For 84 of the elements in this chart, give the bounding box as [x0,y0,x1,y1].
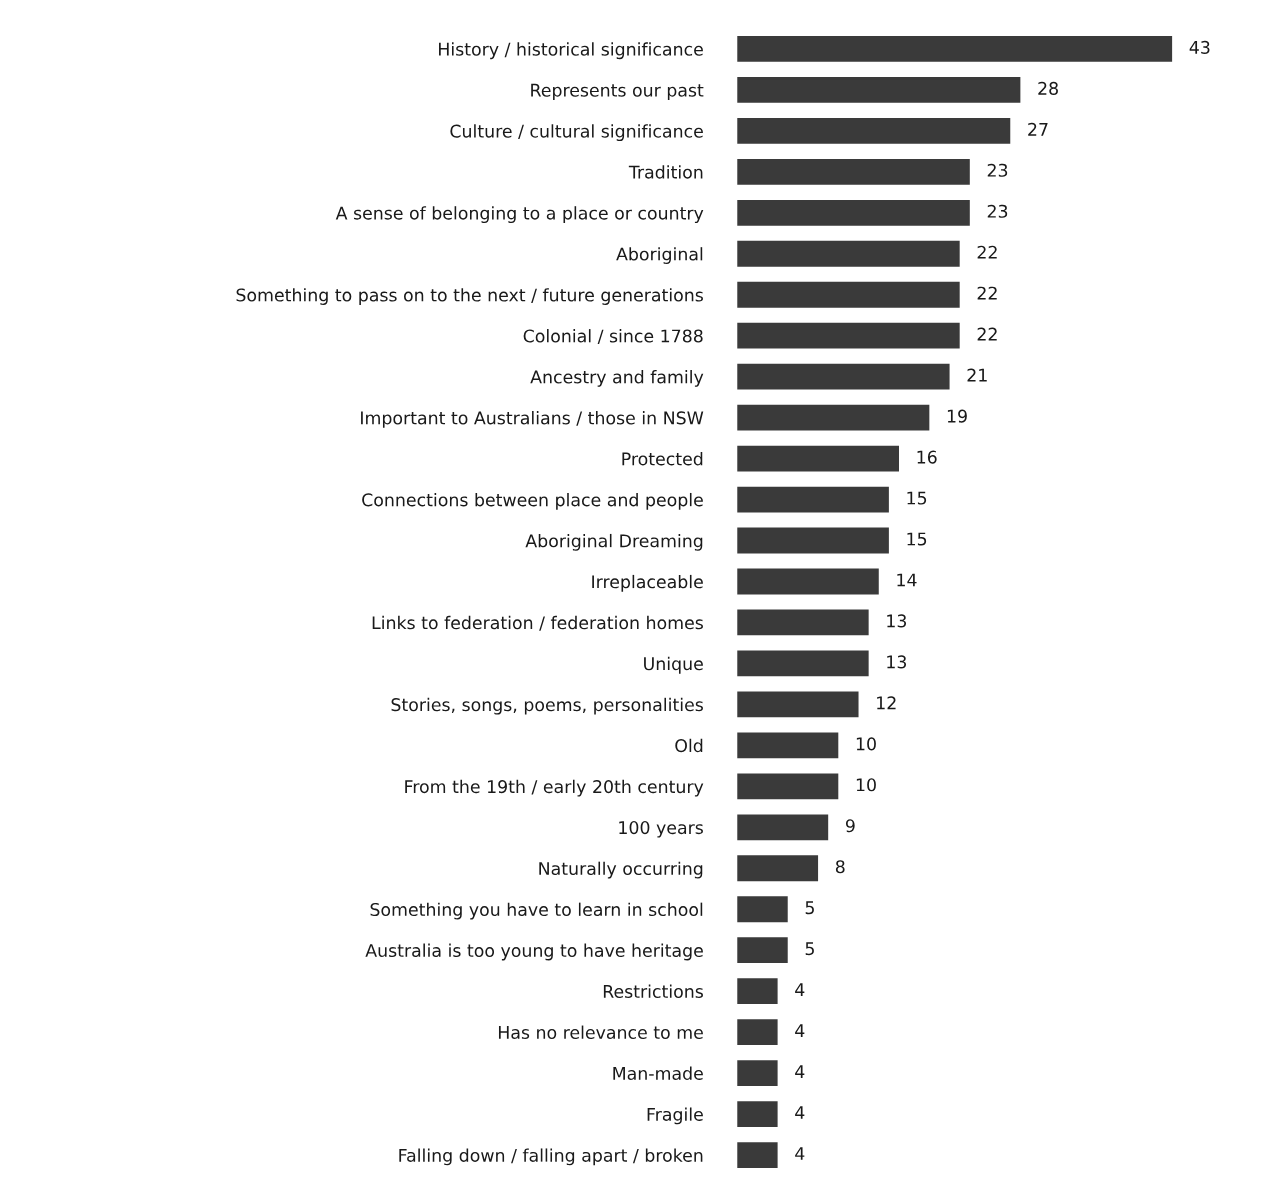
data-label: 43 [1189,40,1210,54]
y-tick-label: Protected [622,452,703,466]
data-label: 5 [805,942,814,956]
data-label: 10 [856,737,876,751]
y-tick-label: Falling down / falling apart / broken [399,1148,703,1166]
data-label: 13 [887,655,907,669]
bar [737,568,879,595]
data-label: 13 [887,614,907,628]
bar [737,978,778,1005]
data-label: 4 [795,1106,805,1119]
data-label: 4 [795,1024,805,1037]
bar [737,527,889,554]
data-label: 5 [805,901,814,915]
y-tick-label: Unique [644,656,703,674]
bar [737,691,859,718]
y-tick-label: History / historical significance [439,42,703,60]
bar [737,1101,778,1127]
y-tick-label: Represents our past [531,83,704,101]
data-label: 22 [977,327,997,341]
data-label: 12 [877,696,896,710]
y-tick-label: Culture / cultural significance [450,124,703,142]
data-label: 9 [845,819,855,833]
data-label: 10 [856,778,876,792]
bar [737,445,899,472]
bar [737,650,869,677]
bar [737,609,869,636]
bar [737,773,839,800]
y-tick-label: Australia is too young to have heritage [365,943,703,961]
y-tick-label: 100 years [619,821,703,838]
bar [737,1142,778,1168]
data-label: 4 [795,1065,805,1078]
y-tick-label: Aboriginal Dreaming [525,533,703,551]
y-tick-label: Aboriginal [616,247,703,264]
y-tick-label: Ancestry and family [530,370,704,387]
y-tick-label: Stories, songs, poems, personalities [391,697,703,715]
data-label: 19 [947,409,967,423]
y-tick-label: Fragile [647,1107,703,1125]
data-label: 15 [907,491,927,505]
y-tick-label: Tradition [628,165,703,179]
bar [737,1019,778,1046]
data-label: 28 [1038,81,1058,95]
bar [737,322,960,349]
y-tick-label: Links to federation / federation homes [372,615,703,631]
y-tick-label: A sense of belonging to a place or country [335,206,704,223]
y-tick-label: Colonial / since 1788 [523,329,703,344]
data-label: 23 [987,204,1008,218]
data-label: 14 [897,573,917,587]
data-label: 22 [977,286,997,300]
data-label: 21 [967,368,987,382]
y-tick-label: Connections between place and people [362,492,703,510]
y-tick-label: Restrictions [603,984,703,999]
bar [737,281,960,308]
bar [737,158,970,185]
bar [737,363,950,390]
bar [737,486,889,513]
y-tick-label: Old [675,738,703,753]
bar [737,240,960,267]
data-label: 4 [795,1147,805,1160]
bar [737,814,829,841]
bar [737,76,1021,103]
y-tick-label: Has no relevance to me [498,1025,703,1039]
bar [737,199,970,226]
y-tick-label: From the 19th / early 20th century [405,779,704,797]
y-tick-label: Naturally occurring [539,861,703,879]
data-label: 22 [977,245,997,259]
bar [737,404,930,431]
bar [737,937,788,964]
y-tick-label: Irreplaceable [592,574,703,592]
y-tick-label: Something you have to learn in school [370,902,703,920]
data-label: 16 [917,450,937,464]
bar [737,732,839,759]
bar [737,1060,778,1087]
bar [737,896,788,923]
bar [737,855,819,882]
bar [737,117,1011,144]
y-tick-label: Important to Australians / those in NSW [361,411,704,428]
bar [737,36,1173,62]
data-label: 8 [835,860,845,874]
y-tick-label: Something to pass on to the next / future generations [236,288,703,305]
data-label: 27 [1028,122,1048,136]
data-label: 4 [795,983,805,996]
y-tick-label: Man-made [613,1066,703,1080]
data-label: 23 [987,163,1008,177]
data-label: 15 [907,532,927,546]
